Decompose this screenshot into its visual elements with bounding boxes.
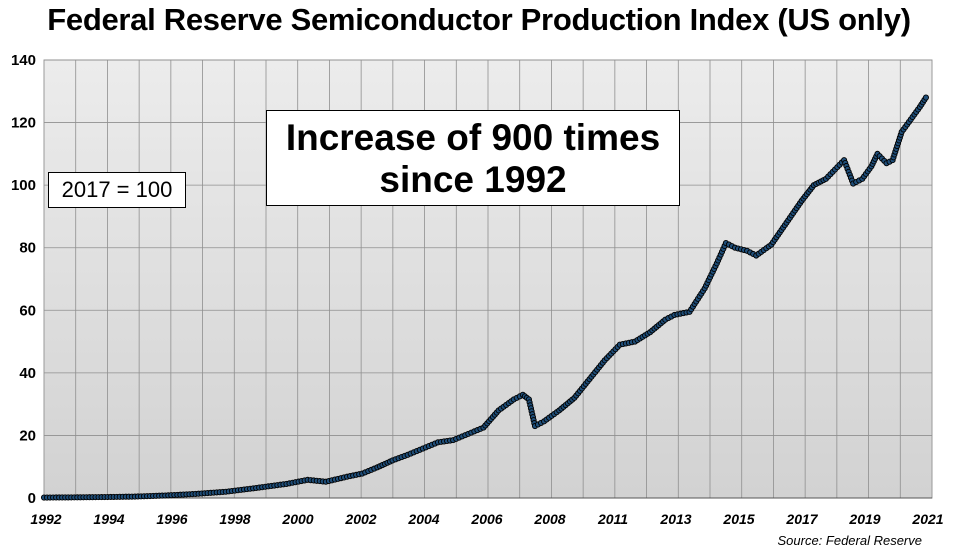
- x-tick-label: 1994: [93, 511, 124, 527]
- y-tick-label: 20: [19, 427, 36, 444]
- x-tick-label: 2004: [407, 511, 439, 527]
- y-tick-label: 120: [11, 115, 36, 132]
- y-tick-label: 0: [28, 490, 36, 507]
- x-tick-label: 1992: [30, 511, 61, 527]
- x-tick-label: 2002: [344, 511, 376, 527]
- y-tick-label: 40: [19, 365, 36, 382]
- x-tick-label: 1996: [156, 511, 187, 527]
- y-tick-label: 100: [11, 177, 36, 194]
- x-tick-label: 2006: [470, 511, 502, 527]
- x-tick-label: 2013: [659, 511, 691, 527]
- annotation-line-1: Increase of 900 times: [285, 117, 661, 158]
- y-tick-label: 60: [19, 302, 36, 319]
- x-tick-label: 1998: [219, 511, 250, 527]
- x-tick-label: 2021: [911, 511, 943, 527]
- data-point: [922, 94, 929, 101]
- x-tick-label: 2019: [848, 511, 880, 527]
- x-tick-label: 2000: [281, 511, 313, 527]
- source-note: Source: Federal Reserve: [777, 533, 922, 548]
- x-tick-label: 2015: [722, 511, 754, 527]
- x-tick-label: 2017: [785, 511, 818, 527]
- y-tick-label: 80: [19, 240, 36, 257]
- annotation-box: Increase of 900 times since 1992: [266, 110, 680, 206]
- annotation-line-2: since 1992: [379, 159, 567, 200]
- x-tick-label: 2008: [533, 511, 565, 527]
- y-tick-label: 140: [11, 52, 36, 69]
- chart-title: Federal Reserve Semiconductor Production…: [47, 2, 911, 37]
- x-tick-label: 2011: [597, 511, 628, 527]
- base-year-label: 2017 = 100: [48, 172, 186, 208]
